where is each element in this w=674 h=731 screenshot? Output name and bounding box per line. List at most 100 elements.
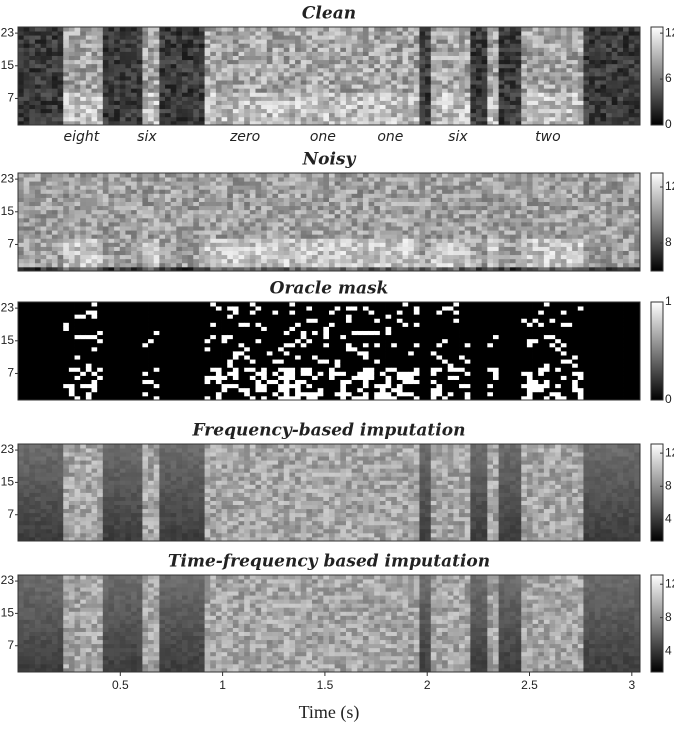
cell (340, 234, 346, 238)
cell (306, 189, 312, 193)
cell (216, 214, 222, 218)
cell (131, 251, 137, 255)
cell (188, 56, 194, 60)
cell (578, 101, 584, 105)
cell (634, 52, 640, 56)
cell (199, 117, 205, 121)
cell (516, 39, 522, 43)
cell (86, 234, 92, 238)
cell (210, 96, 216, 100)
cell (114, 109, 120, 113)
cell (154, 247, 160, 251)
cell (403, 117, 409, 121)
cell (329, 206, 335, 210)
cell (148, 222, 154, 226)
cell (210, 43, 216, 47)
cell (131, 117, 137, 121)
cell (453, 84, 459, 88)
cell (210, 210, 216, 214)
cell (171, 92, 177, 96)
cell (335, 60, 341, 64)
cell (63, 96, 69, 100)
cell (159, 64, 165, 68)
cell (137, 181, 143, 185)
cell (69, 210, 75, 214)
cell (380, 35, 386, 39)
cell (312, 206, 318, 210)
cell (267, 202, 273, 206)
cell (46, 47, 52, 51)
cell (459, 76, 465, 80)
cell (80, 76, 86, 80)
cell (284, 251, 290, 255)
cell (493, 72, 499, 76)
cell (239, 105, 245, 109)
cell (419, 27, 425, 31)
cell (24, 206, 30, 210)
cell (504, 101, 510, 105)
cell (301, 255, 307, 259)
cell (142, 247, 148, 251)
cell (533, 101, 539, 105)
cell (357, 52, 363, 56)
cell (312, 173, 318, 177)
cell (465, 47, 471, 51)
cell (465, 43, 471, 47)
cell (284, 198, 290, 202)
cell (222, 242, 228, 246)
cell (41, 238, 47, 242)
cell (323, 80, 329, 84)
cell (340, 230, 346, 234)
cell (165, 181, 171, 185)
cell (386, 105, 392, 109)
cell (205, 234, 211, 238)
cell (222, 72, 228, 76)
cell (222, 39, 228, 43)
cell (340, 96, 346, 100)
cell (35, 84, 41, 88)
cell (227, 177, 233, 181)
cell (148, 193, 154, 197)
cell (284, 173, 290, 177)
cell (442, 43, 448, 47)
cell (589, 80, 595, 84)
cell (148, 35, 154, 39)
cell (561, 80, 567, 84)
cell (583, 72, 589, 76)
cell (289, 105, 295, 109)
cell (306, 47, 312, 51)
cell (403, 27, 409, 31)
cell (578, 88, 584, 92)
cell (171, 68, 177, 72)
cell (97, 226, 103, 230)
cell (499, 84, 505, 88)
cell (75, 76, 81, 80)
cell (244, 72, 250, 76)
cell (97, 185, 103, 189)
cell (176, 52, 182, 56)
cell (199, 214, 205, 218)
cell (137, 259, 143, 263)
cell (493, 31, 499, 35)
cell (436, 64, 442, 68)
cell (176, 96, 182, 100)
cell (29, 92, 35, 96)
cell (272, 52, 278, 56)
cell (629, 31, 635, 35)
cell (459, 84, 465, 88)
cell (199, 238, 205, 242)
cell (363, 31, 369, 35)
cell (301, 185, 307, 189)
cell (578, 64, 584, 68)
cell (35, 193, 41, 197)
cell (108, 101, 114, 105)
cell (606, 43, 612, 47)
cell (165, 72, 171, 76)
cell (125, 226, 131, 230)
cell (493, 80, 499, 84)
cell (323, 251, 329, 255)
cell (193, 189, 199, 193)
cell (272, 113, 278, 117)
cell (589, 35, 595, 39)
cell (312, 238, 318, 242)
